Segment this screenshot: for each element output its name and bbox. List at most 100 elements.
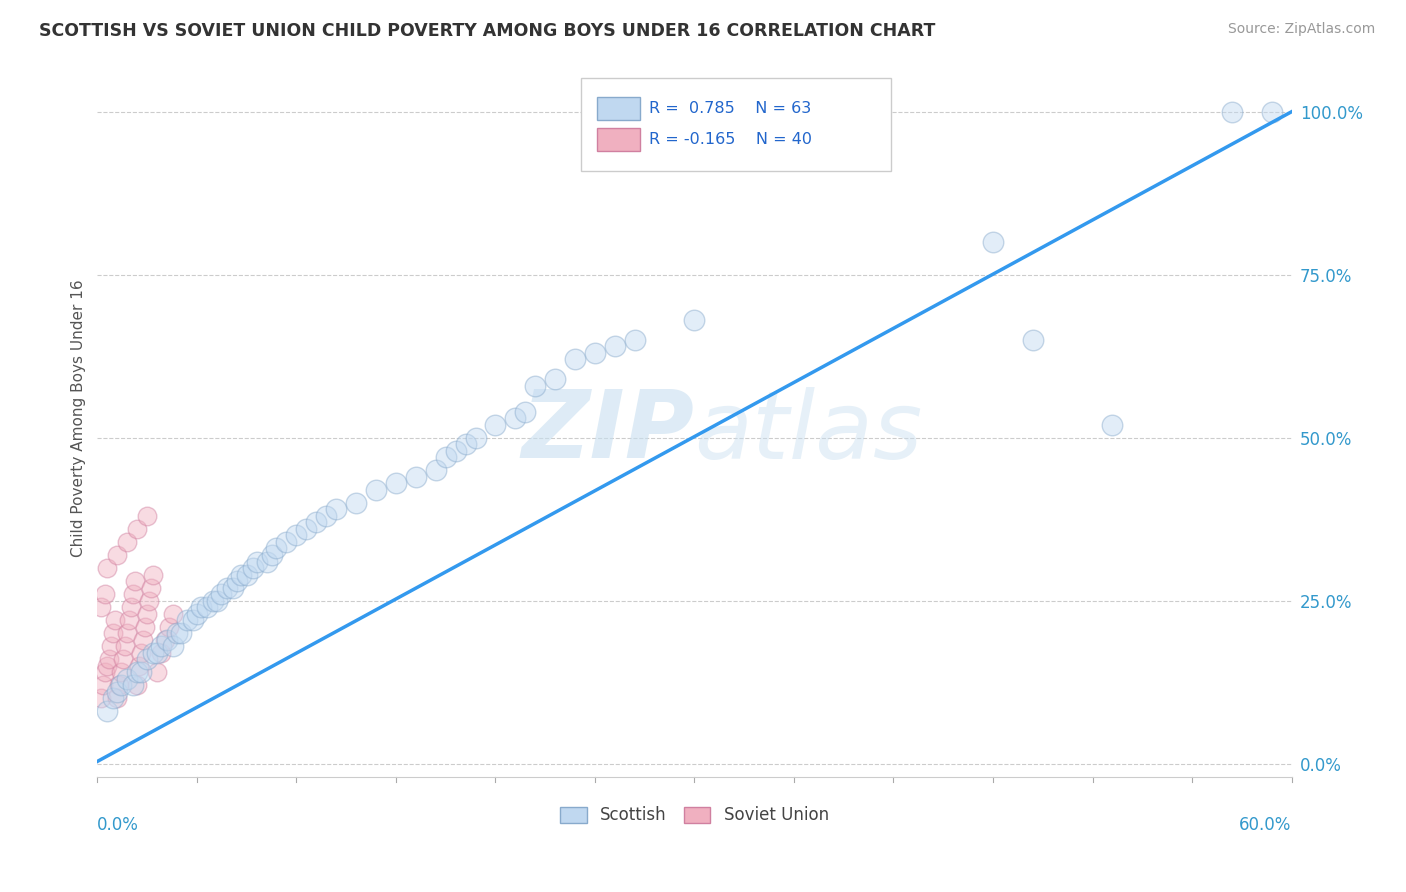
Point <box>118 613 141 627</box>
Text: 0.0%: 0.0% <box>97 816 139 834</box>
Point <box>110 665 132 680</box>
Point <box>603 339 626 353</box>
Point <box>132 632 155 647</box>
Point <box>266 541 288 556</box>
Point <box>100 640 122 654</box>
Point <box>103 691 125 706</box>
Text: 60.0%: 60.0% <box>1239 816 1292 834</box>
Point <box>205 593 228 607</box>
Point <box>146 665 169 680</box>
Point <box>176 613 198 627</box>
Point <box>181 613 204 627</box>
Point <box>484 417 506 432</box>
Point <box>120 600 142 615</box>
Point <box>170 626 193 640</box>
Point <box>124 574 146 588</box>
Point <box>215 581 238 595</box>
Text: SCOTTISH VS SOVIET UNION CHILD POVERTY AMONG BOYS UNDER 16 CORRELATION CHART: SCOTTISH VS SOVIET UNION CHILD POVERTY A… <box>39 22 936 40</box>
Point <box>544 372 567 386</box>
Point <box>305 516 328 530</box>
Point <box>115 626 138 640</box>
Point <box>464 431 486 445</box>
FancyBboxPatch shape <box>596 128 640 152</box>
Point <box>108 678 131 692</box>
Point <box>186 607 208 621</box>
Point <box>96 561 118 575</box>
Point <box>105 548 128 562</box>
Point <box>315 508 337 523</box>
Point <box>136 652 159 666</box>
Text: R = -0.165    N = 40: R = -0.165 N = 40 <box>650 132 813 147</box>
Point <box>209 587 232 601</box>
Point <box>229 567 252 582</box>
Point <box>138 593 160 607</box>
Point <box>162 607 184 621</box>
Point <box>201 593 224 607</box>
Point <box>505 411 527 425</box>
Point <box>94 587 117 601</box>
Point <box>105 691 128 706</box>
Point <box>103 626 125 640</box>
Point <box>276 535 298 549</box>
Point <box>222 581 245 595</box>
Point <box>142 567 165 582</box>
Point <box>515 404 537 418</box>
Point <box>94 665 117 680</box>
Point <box>434 450 457 465</box>
Point <box>1101 417 1123 432</box>
Point <box>162 640 184 654</box>
Point <box>425 463 447 477</box>
Point <box>110 678 132 692</box>
Point <box>115 535 138 549</box>
Point <box>90 600 112 615</box>
Point <box>129 665 152 680</box>
Point <box>139 581 162 595</box>
Point <box>150 646 173 660</box>
Point <box>90 691 112 706</box>
FancyBboxPatch shape <box>596 97 640 120</box>
Text: Source: ZipAtlas.com: Source: ZipAtlas.com <box>1227 22 1375 37</box>
Point <box>134 620 156 634</box>
Point <box>136 607 159 621</box>
Point <box>981 235 1004 249</box>
Point <box>104 613 127 627</box>
Point <box>524 378 547 392</box>
Point <box>385 476 408 491</box>
Point <box>98 652 121 666</box>
Point <box>683 313 706 327</box>
Point <box>96 705 118 719</box>
Text: R =  0.785    N = 63: R = 0.785 N = 63 <box>650 101 811 116</box>
Text: atlas: atlas <box>695 387 922 478</box>
Point <box>245 555 267 569</box>
Point <box>564 352 586 367</box>
Point <box>405 470 427 484</box>
Text: ZIP: ZIP <box>522 386 695 478</box>
Point <box>1220 104 1243 119</box>
Point <box>364 483 387 497</box>
Point <box>91 678 114 692</box>
Point <box>136 508 159 523</box>
Point <box>190 600 212 615</box>
Point <box>1260 104 1282 119</box>
Point <box>256 555 278 569</box>
Point <box>344 496 367 510</box>
Point <box>235 567 257 582</box>
Point <box>444 443 467 458</box>
Point <box>127 522 149 536</box>
Point <box>195 600 218 615</box>
Legend: Scottish, Soviet Union: Scottish, Soviet Union <box>553 798 837 833</box>
Point <box>454 437 477 451</box>
Point <box>285 528 308 542</box>
Point <box>157 620 180 634</box>
Point <box>242 561 264 575</box>
Point <box>1022 333 1045 347</box>
Point <box>142 646 165 660</box>
Point <box>128 658 150 673</box>
Point <box>156 632 179 647</box>
Point <box>105 685 128 699</box>
Point <box>127 678 149 692</box>
Point <box>153 632 176 647</box>
FancyBboxPatch shape <box>581 78 891 170</box>
Point <box>112 652 135 666</box>
Point <box>150 640 173 654</box>
